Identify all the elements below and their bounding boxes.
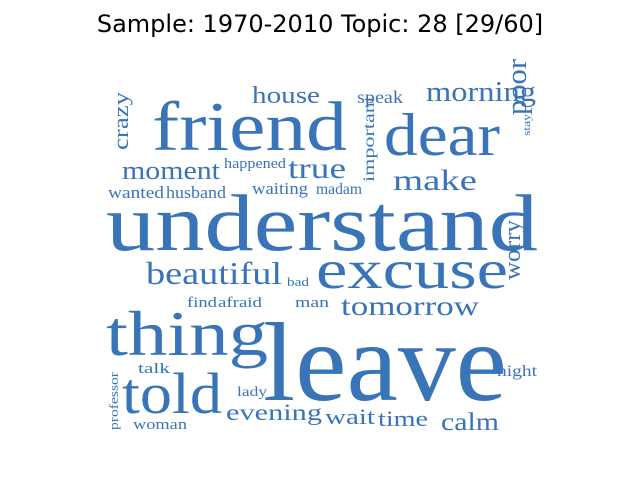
cloud-word-make: make — [393, 164, 477, 197]
cloud-word-wait: wait — [325, 404, 375, 429]
cloud-word-talk: talk — [138, 361, 171, 377]
cloud-word-tomorrow: tomorrow — [341, 291, 480, 321]
cloud-word-crazy: crazy — [108, 92, 133, 150]
cloud-word-professor: professor — [106, 371, 121, 430]
cloud-word-friend: friend — [152, 89, 347, 166]
cloud-word-wanted: wanted — [108, 183, 165, 202]
cloud-word-told: told — [122, 361, 222, 426]
cloud-word-stay: stay — [521, 113, 533, 136]
cloud-word-moment: moment — [122, 156, 221, 185]
cloud-word-lady: lady — [237, 385, 267, 400]
cloud-word-evening: evening — [226, 400, 323, 425]
cloud-word-excuse: excuse — [316, 239, 508, 300]
cloud-word-happened: happened — [224, 156, 287, 172]
cloud-word-morning: morning — [426, 77, 536, 108]
chart-title: Sample: 1970-2010 Topic: 28 [29/60] — [96, 10, 544, 38]
cloud-word-woman: woman — [133, 417, 188, 433]
cloud-word-true: true — [288, 152, 346, 185]
cloud-word-speak: speak — [357, 87, 403, 107]
cloud-word-house: house — [252, 83, 320, 109]
cloud-word-understand: understand — [106, 180, 538, 268]
cloud-word-time: time — [378, 406, 428, 431]
cloud-word-afraid: afraid — [218, 295, 263, 311]
cloud-word-beautiful: beautiful — [146, 255, 282, 291]
cloud-word-man: man — [295, 295, 330, 311]
cloud-word-dear: dear — [384, 102, 500, 168]
cloud-word-waiting: waiting — [252, 179, 309, 198]
cloud-word-poor: poor — [502, 58, 533, 115]
cloud-word-night: night — [497, 363, 538, 380]
cloud-word-important: important — [361, 95, 378, 182]
cloud-word-calm: calm — [441, 409, 500, 436]
cloud-word-find: find — [187, 295, 218, 311]
cloud-word-madam: madam — [316, 181, 363, 198]
cloud-word-thing: thing — [106, 298, 268, 369]
cloud-word-worry: worry — [500, 220, 526, 280]
cloud-word-husband: husband — [166, 183, 227, 202]
cloud-word-bad: bad — [287, 274, 310, 289]
cloud-word-leave: leave — [263, 301, 507, 425]
